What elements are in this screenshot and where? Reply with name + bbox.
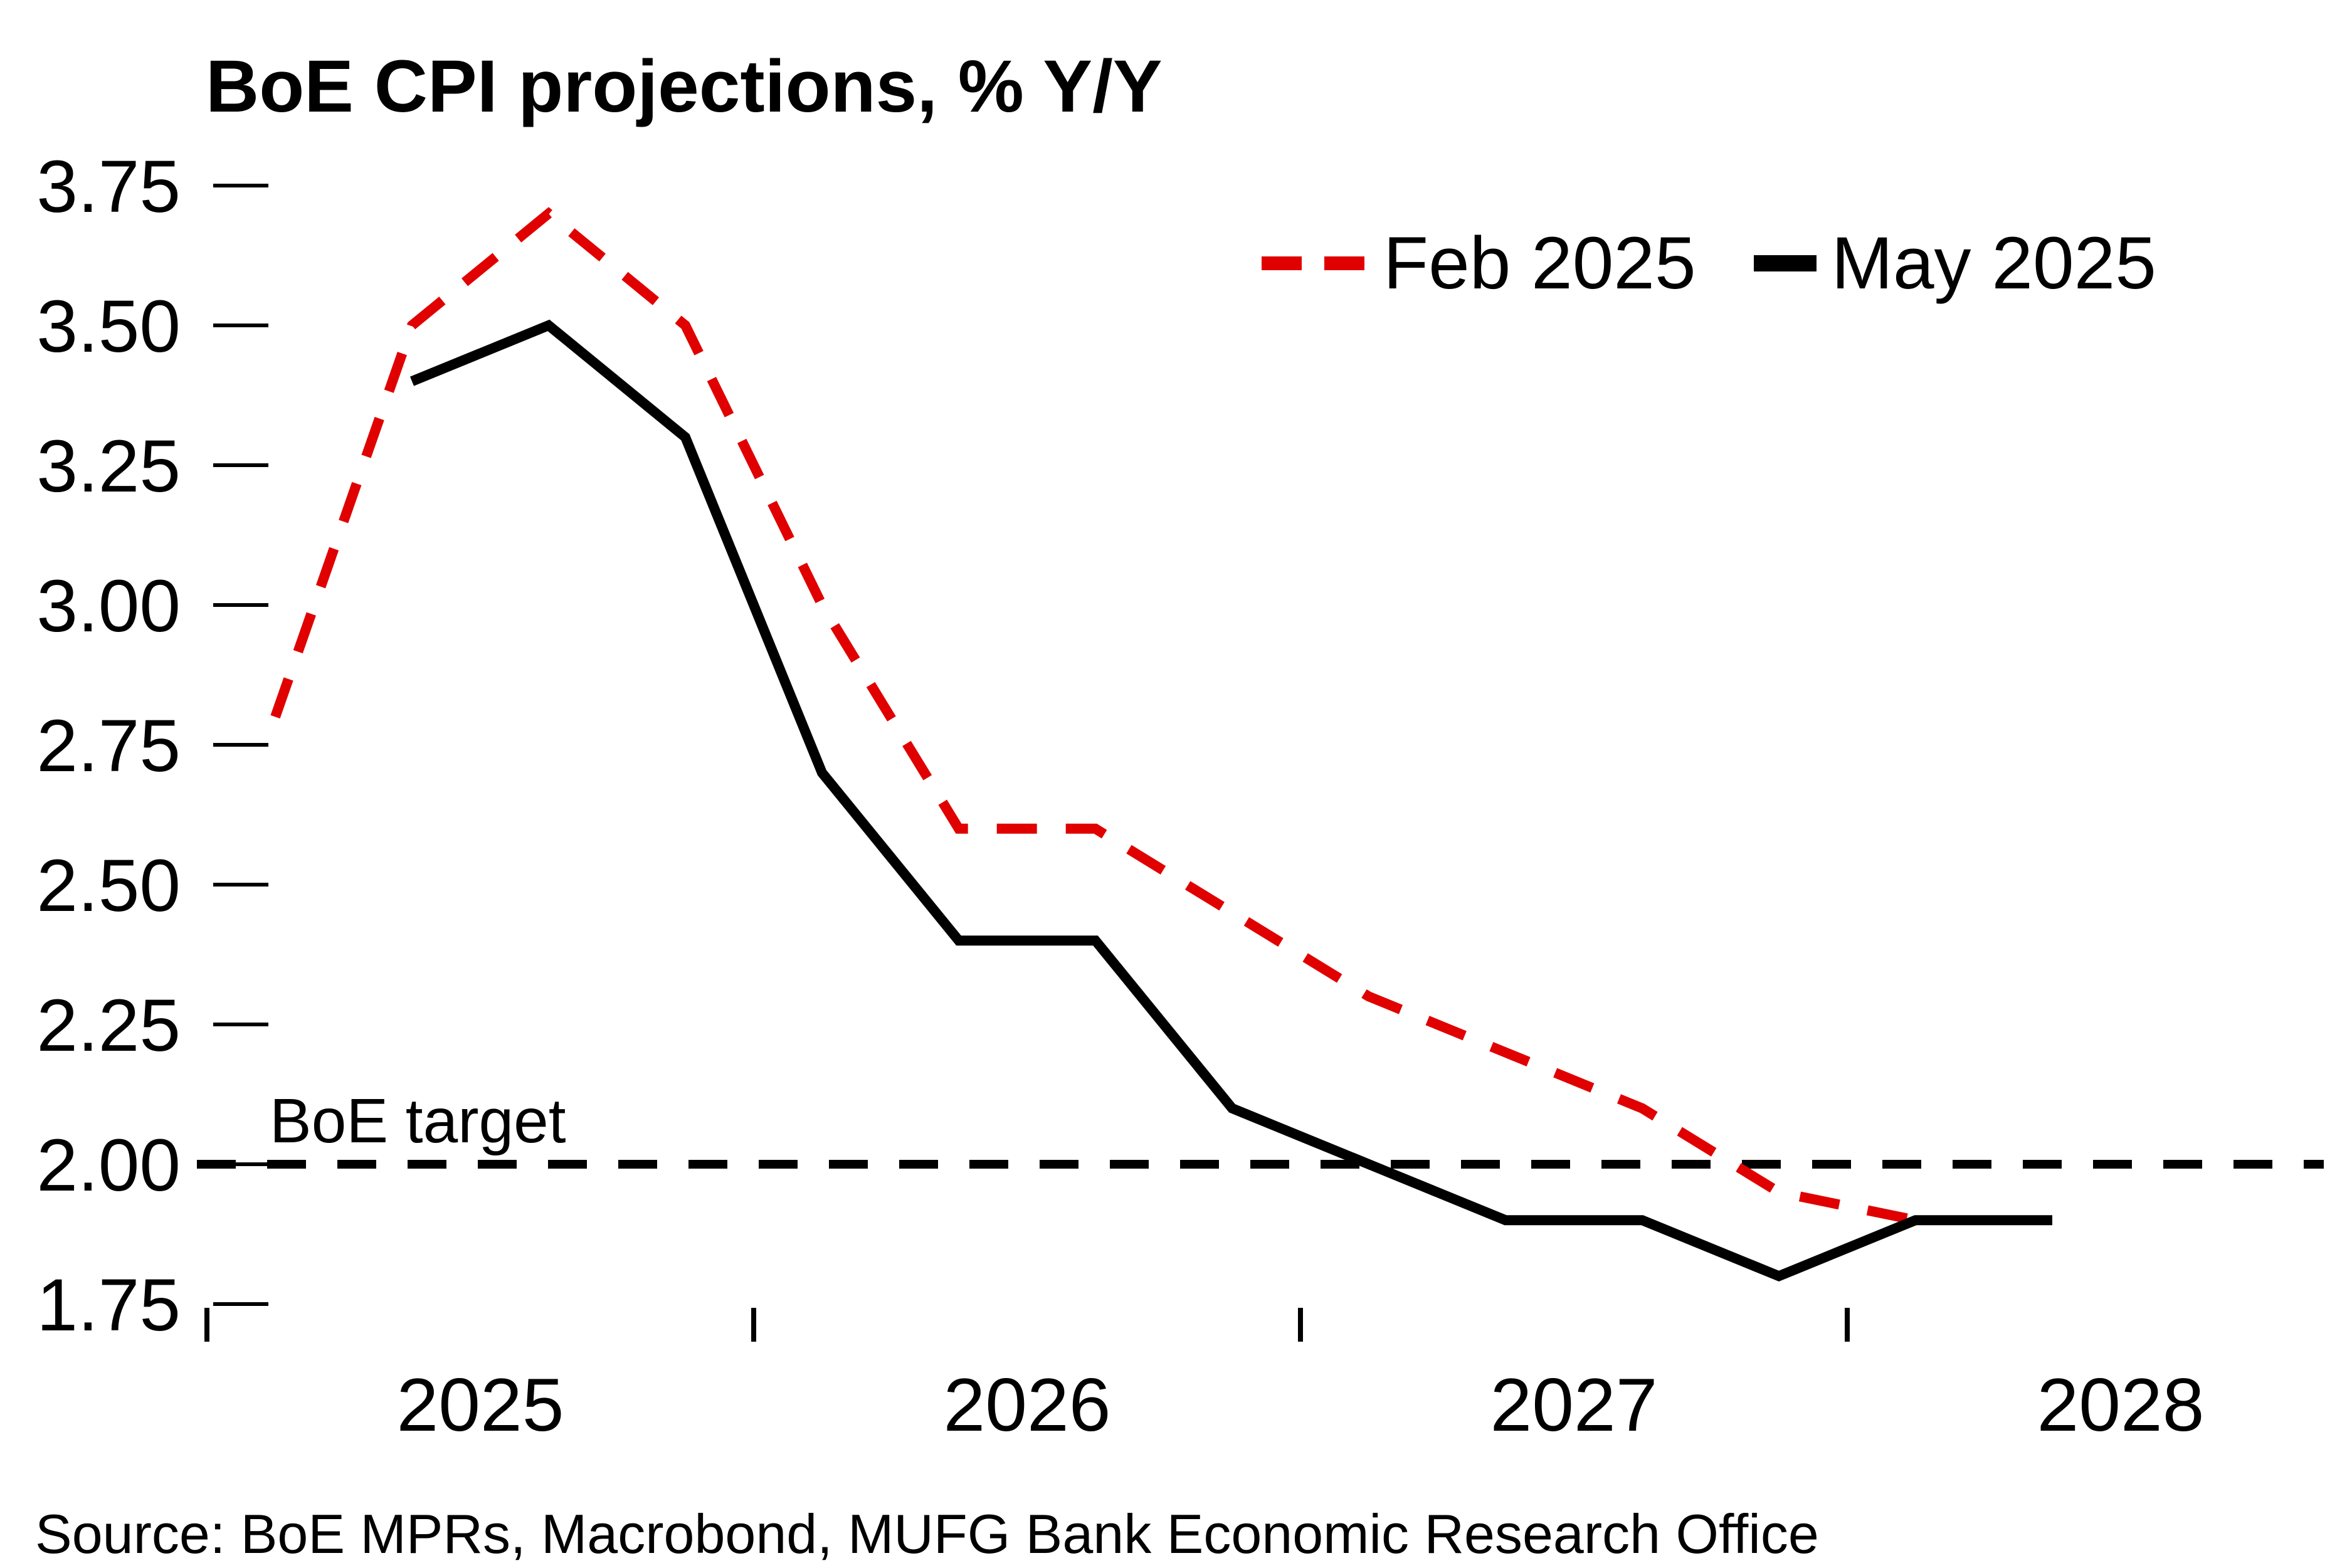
- x-tick-label: 2027: [1490, 1363, 1658, 1447]
- y-tick-label: 2.25: [36, 984, 181, 1067]
- source-note: Source: BoE MPRs, Macrobond, MUFG Bank E…: [35, 1503, 1819, 1565]
- y-tick-label: 3.00: [36, 565, 181, 648]
- legend-may-label: May 2025: [1831, 222, 2156, 305]
- y-tick-label: 2.00: [36, 1124, 181, 1207]
- legend: Feb 2025 May 2025: [1262, 221, 2156, 306]
- y-tick-label: 1.75: [36, 1264, 181, 1347]
- legend-may-solid-swatch-icon: [1753, 255, 1817, 271]
- y-tick-label: 3.50: [36, 285, 181, 368]
- y-axis-ticks: 3.75 3.50 3.25 3.00 2.75 2.50 2.25 2.00 1.75: [36, 145, 268, 1347]
- x-tick-label: 2028: [2037, 1363, 2205, 1447]
- page-title: BoE CPI projections, % Y/Y: [206, 45, 1163, 128]
- legend-feb-label: Feb 2025: [1383, 222, 1696, 305]
- boe-target-group: BoE target: [197, 1086, 2324, 1169]
- may-2025-line: [409, 319, 2052, 1282]
- x-tick-label: 2026: [944, 1363, 1111, 1447]
- y-tick-label: 3.75: [36, 145, 181, 228]
- x-tick-label: 2025: [397, 1363, 564, 1447]
- y-tick-label: 2.50: [36, 845, 181, 927]
- x-axis-ticks: 2025 2026 2027 2028: [204, 1308, 2205, 1447]
- legend-feb-dashed-swatch-icon: [1262, 256, 1364, 270]
- series-lines: [270, 207, 2052, 1282]
- y-tick-label: 2.75: [36, 705, 181, 787]
- boe-target-label: BoE target: [270, 1086, 566, 1156]
- y-tick-label: 3.25: [36, 425, 181, 508]
- feb-2025-line: [270, 207, 1917, 1226]
